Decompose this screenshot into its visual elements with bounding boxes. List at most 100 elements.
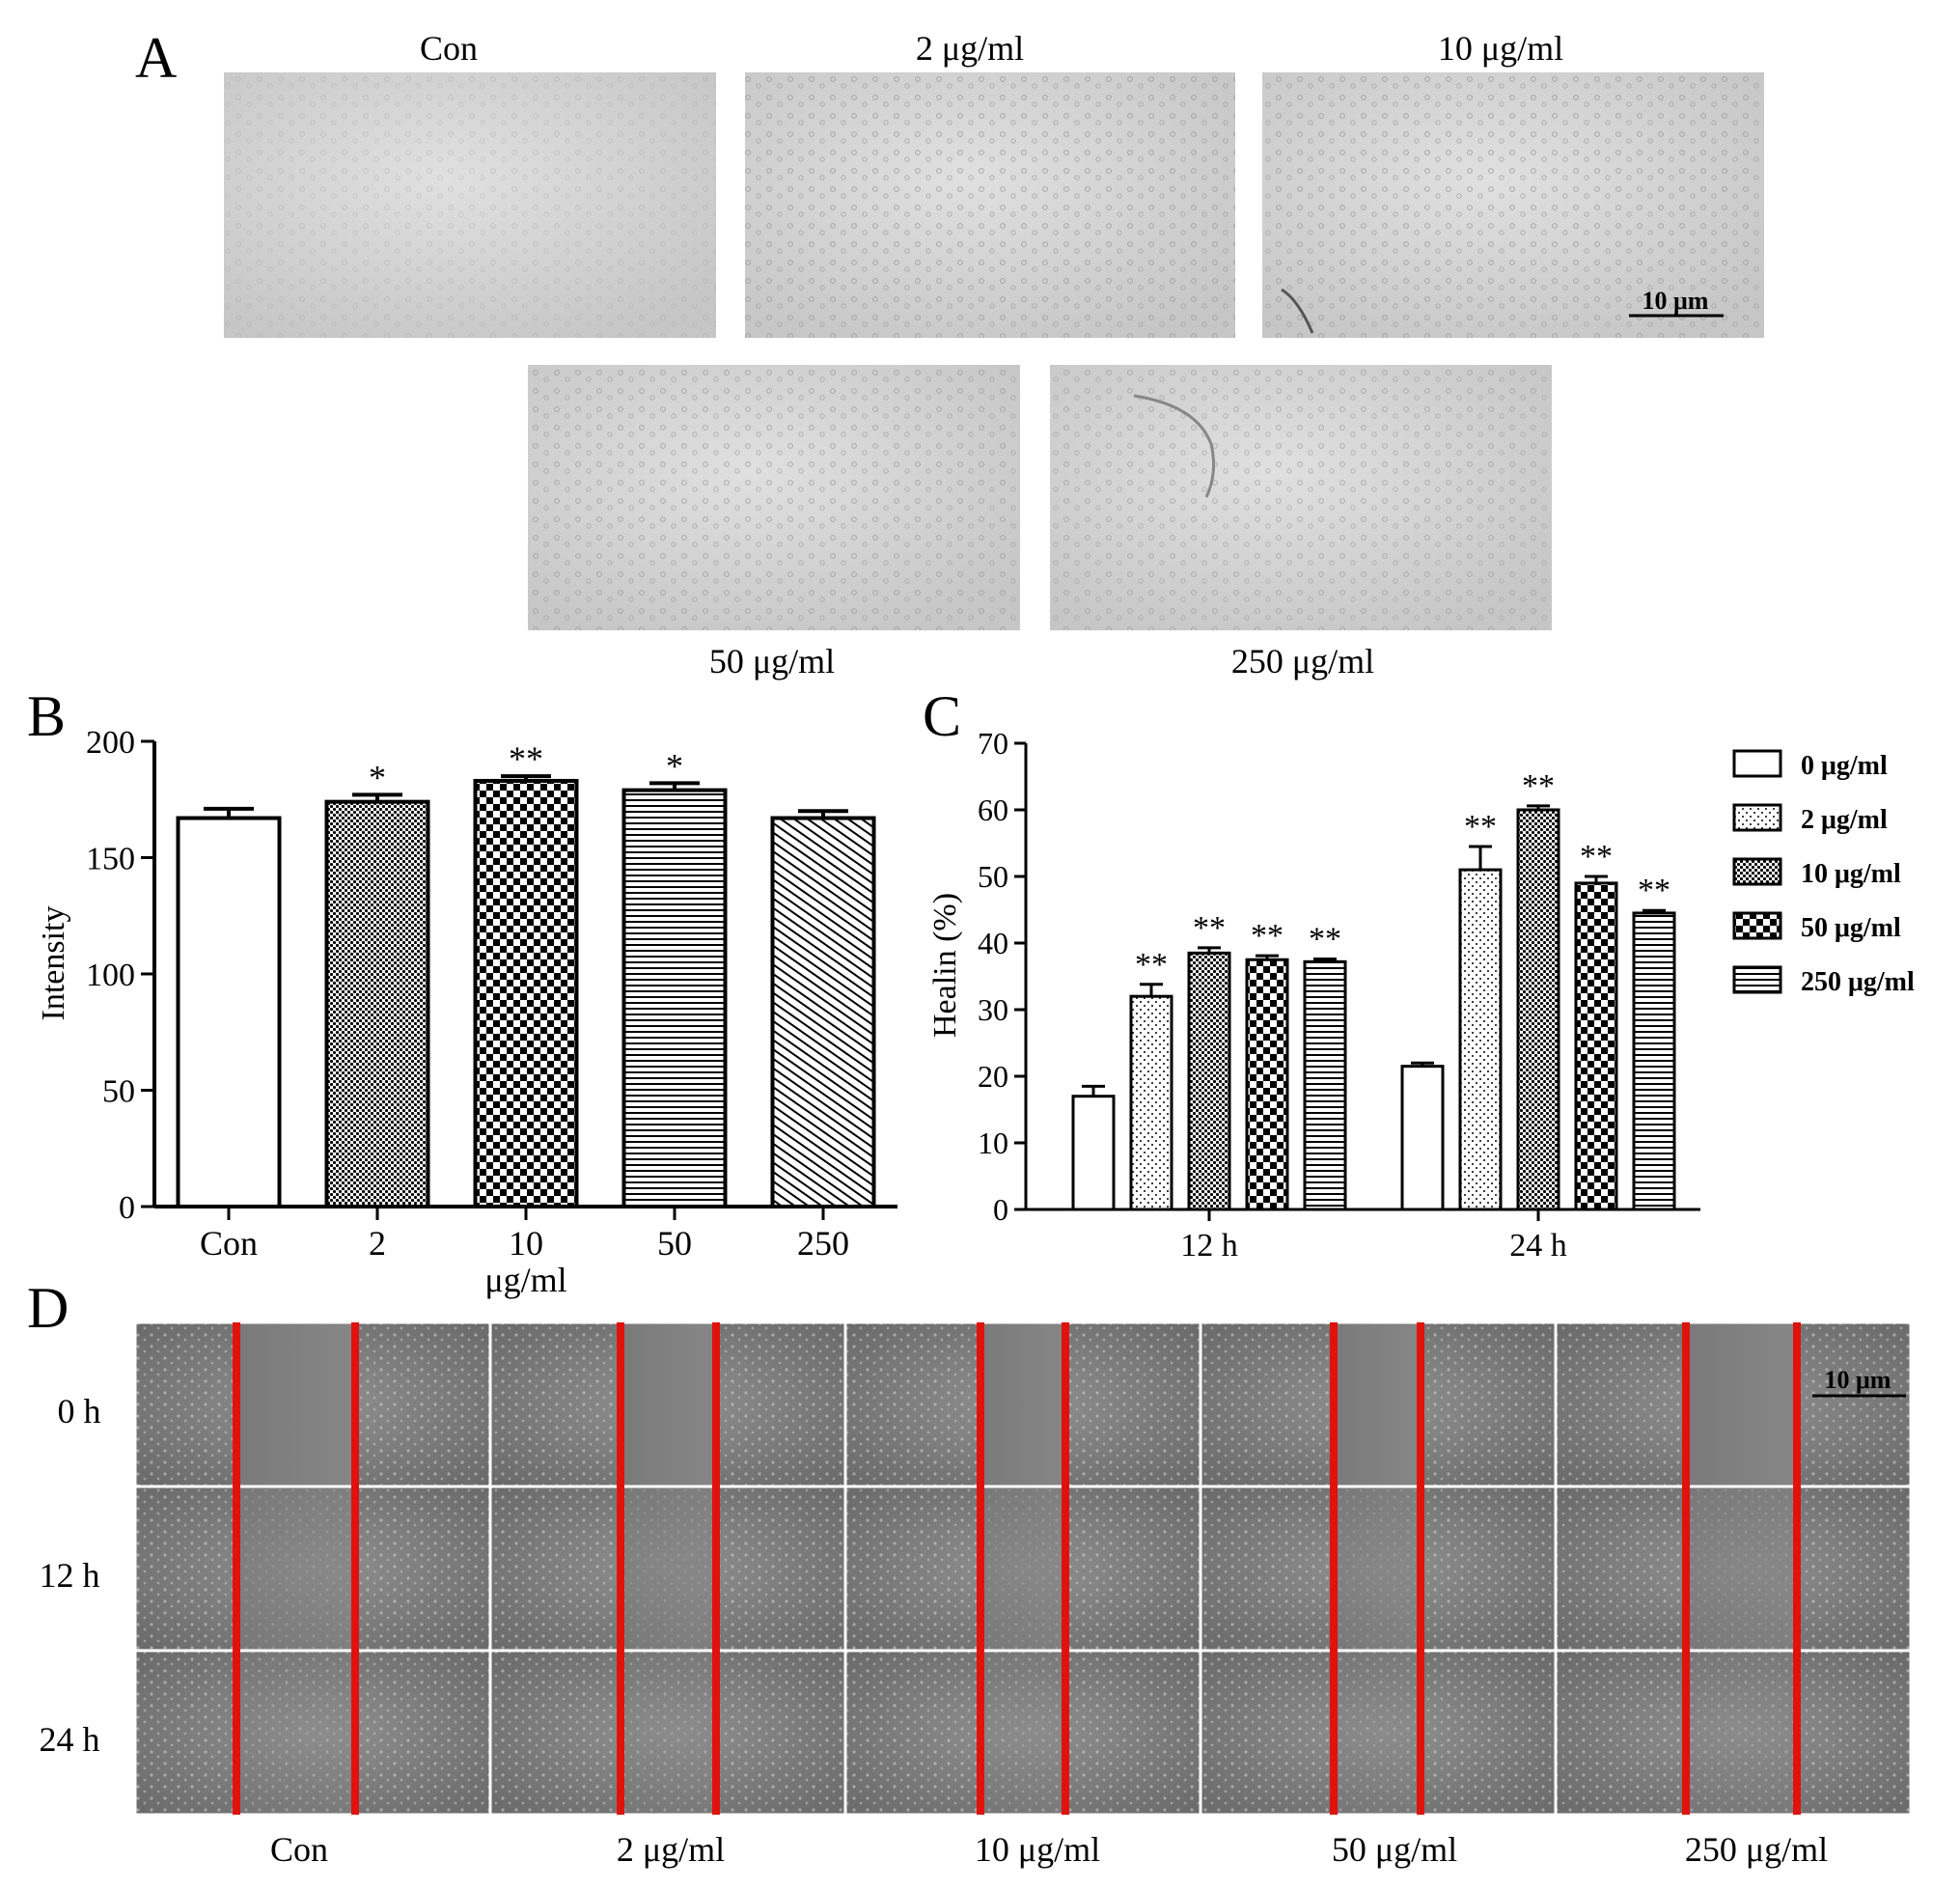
bar-b-1 — [324, 799, 430, 1208]
x-tick-label-b-2: 10 — [509, 1224, 543, 1263]
y-tick-label-c: 70 — [978, 726, 1008, 761]
wound-photo-r2-c4 — [1557, 1652, 1910, 1814]
panel-letter-a: A — [135, 26, 177, 90]
photo-label-50ugml: 50 μg/ml — [709, 642, 835, 681]
significance-c-0-4: ** — [1309, 922, 1341, 958]
legend-label-4: 250 μg/ml — [1801, 967, 1915, 997]
y-tick-label-b: 0 — [119, 1190, 135, 1226]
bar-c-1-4 — [1632, 911, 1676, 1211]
bar-b-2 — [473, 778, 579, 1208]
y-tick-label-b: 100 — [86, 958, 135, 993]
legend-swatch-2 — [1732, 857, 1782, 886]
bar-c-1-1 — [1458, 868, 1503, 1211]
significance-c-1-1: ** — [1464, 809, 1497, 845]
legend-swatch-4 — [1732, 965, 1782, 994]
bar-c-1-2 — [1516, 808, 1560, 1211]
y-axis-label-c: Healin (%) — [927, 893, 963, 1038]
x-tick-label-b-3: 50 — [657, 1224, 692, 1263]
significance-c-0-2: ** — [1193, 910, 1226, 946]
legend-label-1: 2 μg/ml — [1801, 805, 1888, 835]
legend-swatch-0 — [1732, 749, 1782, 778]
row-label-24h: 24 h — [40, 1720, 100, 1759]
legend-label-0: 0 μg/ml — [1801, 751, 1888, 781]
legend-swatch-3 — [1732, 911, 1782, 940]
panel-letter-d: D — [27, 1276, 69, 1340]
x-tick-label-b-0: Con — [200, 1224, 258, 1263]
wound-photo-r2-c0 — [136, 1652, 489, 1814]
bar-b-4 — [770, 816, 876, 1209]
y-tick-label-c: 50 — [978, 859, 1008, 894]
significance-b-3: * — [666, 746, 683, 785]
bar-c-0-0 — [1071, 1095, 1116, 1211]
y-tick-label-c: 60 — [978, 792, 1008, 827]
photo-2ugml — [745, 72, 1235, 338]
x-tick-label-c-1: 24 h — [1509, 1228, 1567, 1264]
legend-swatch-1 — [1732, 803, 1782, 832]
panel-b: B Intensity 0 50 100 150 200 Con * 2 ** 10 * 50 250 μ… — [27, 684, 897, 1299]
photo-10ugml — [1262, 72, 1764, 338]
y-tick-label-c: 0 — [993, 1192, 1008, 1227]
legend-label-3: 50 μg/ml — [1801, 913, 1901, 943]
column-label-10ugml: 10 μg/ml — [975, 1830, 1100, 1869]
row-label-12h: 12 h — [40, 1556, 100, 1595]
wound-photo-r0-c0 — [136, 1323, 489, 1486]
significance-b-2: ** — [509, 739, 543, 778]
wound-photo-r2-c3 — [1201, 1652, 1555, 1814]
wound-photo-r0-c2 — [846, 1323, 1200, 1486]
column-label-con: Con — [270, 1830, 328, 1869]
legend-c: 0 μg/ml 2 μg/ml 10 μg/ml 50 μg/ml 250 μg/ml — [1732, 749, 1915, 997]
panel-letter-c: C — [923, 684, 961, 748]
wound-photo-r0-c1 — [491, 1323, 844, 1486]
bar-b-0 — [176, 816, 282, 1209]
legend-label-2: 10 μg/ml — [1801, 859, 1901, 889]
photo-label-2ugml: 2 μg/ml — [916, 29, 1024, 68]
scale-bar-label-d: 10 μm — [1825, 1366, 1891, 1394]
panel-d: D 0 h 12 h 24 h Con 2 μg/ml 10 μg/ml 50 … — [27, 1276, 1911, 1869]
chart-c: 0 10 20 30 40 50 60 70 ** ** ** ** 12 h ** ** ** ** 24 h — [978, 726, 1700, 1264]
significance-c-1-3: ** — [1580, 839, 1613, 875]
significance-c-0-1: ** — [1135, 947, 1168, 983]
photo-label-250ugml: 250 μg/ml — [1231, 642, 1374, 681]
significance-c-1-2: ** — [1522, 768, 1555, 804]
wound-healing-grid — [135, 1322, 1911, 1815]
bar-c-0-4 — [1303, 959, 1347, 1211]
bar-c-0-3 — [1245, 958, 1289, 1211]
wound-photo-r0-c4 — [1557, 1323, 1910, 1486]
wound-photo-r1-c2 — [846, 1487, 1200, 1650]
panel-a: A Con 2 μg/ml 10 μg/ml 50 μg/ml 25 — [135, 26, 1764, 681]
significance-c-0-3: ** — [1251, 918, 1284, 954]
panel-letter-b: B — [27, 684, 66, 748]
bar-b-3 — [621, 788, 728, 1208]
wound-photo-r2-c1 — [491, 1652, 844, 1814]
chart-b: 0 50 100 150 200 Con * 2 ** 10 * 50 250 μg/ml — [86, 725, 897, 1299]
significance-c-1-4: ** — [1638, 873, 1670, 908]
photo-50ugml — [528, 365, 1020, 630]
bar-c-0-2 — [1187, 951, 1231, 1211]
x-tick-label-b-1: 2 — [369, 1224, 386, 1263]
y-tick-label-c: 10 — [978, 1125, 1008, 1160]
wound-photo-r1-c1 — [491, 1487, 844, 1650]
scale-bar-label-a: 10 μm — [1643, 287, 1709, 315]
column-label-2ugml: 2 μg/ml — [617, 1830, 725, 1869]
y-axis-label-b: Intensity — [36, 906, 71, 1021]
wound-photo-r1-c4 — [1557, 1487, 1910, 1650]
bar-c-1-0 — [1400, 1065, 1445, 1211]
y-tick-label-c: 40 — [978, 926, 1008, 960]
y-tick-label-b: 50 — [102, 1074, 135, 1110]
x-tick-label-c-0: 12 h — [1180, 1228, 1238, 1264]
x-tick-label-b-4: 250 — [797, 1224, 849, 1263]
column-label-250ugml: 250 μg/ml — [1685, 1830, 1828, 1869]
y-tick-label-b: 200 — [86, 725, 135, 761]
photo-label-10ugml: 10 μg/ml — [1438, 29, 1563, 68]
y-tick-label-c: 30 — [978, 992, 1008, 1027]
wound-photo-r0-c3 — [1201, 1323, 1555, 1486]
y-tick-label-c: 20 — [978, 1059, 1008, 1094]
photo-label-con: Con — [420, 29, 478, 68]
panel-c: C Healin (%) 0 10 20 30 40 50 60 70 ** ** ** ** 12 h… — [923, 684, 1915, 1264]
bar-c-0-1 — [1129, 994, 1173, 1211]
x-axis-label-b: μg/ml — [484, 1261, 566, 1299]
y-tick-label-b: 150 — [86, 842, 135, 877]
wound-photo-r2-c2 — [846, 1652, 1200, 1814]
row-label-0h: 0 h — [58, 1392, 101, 1431]
